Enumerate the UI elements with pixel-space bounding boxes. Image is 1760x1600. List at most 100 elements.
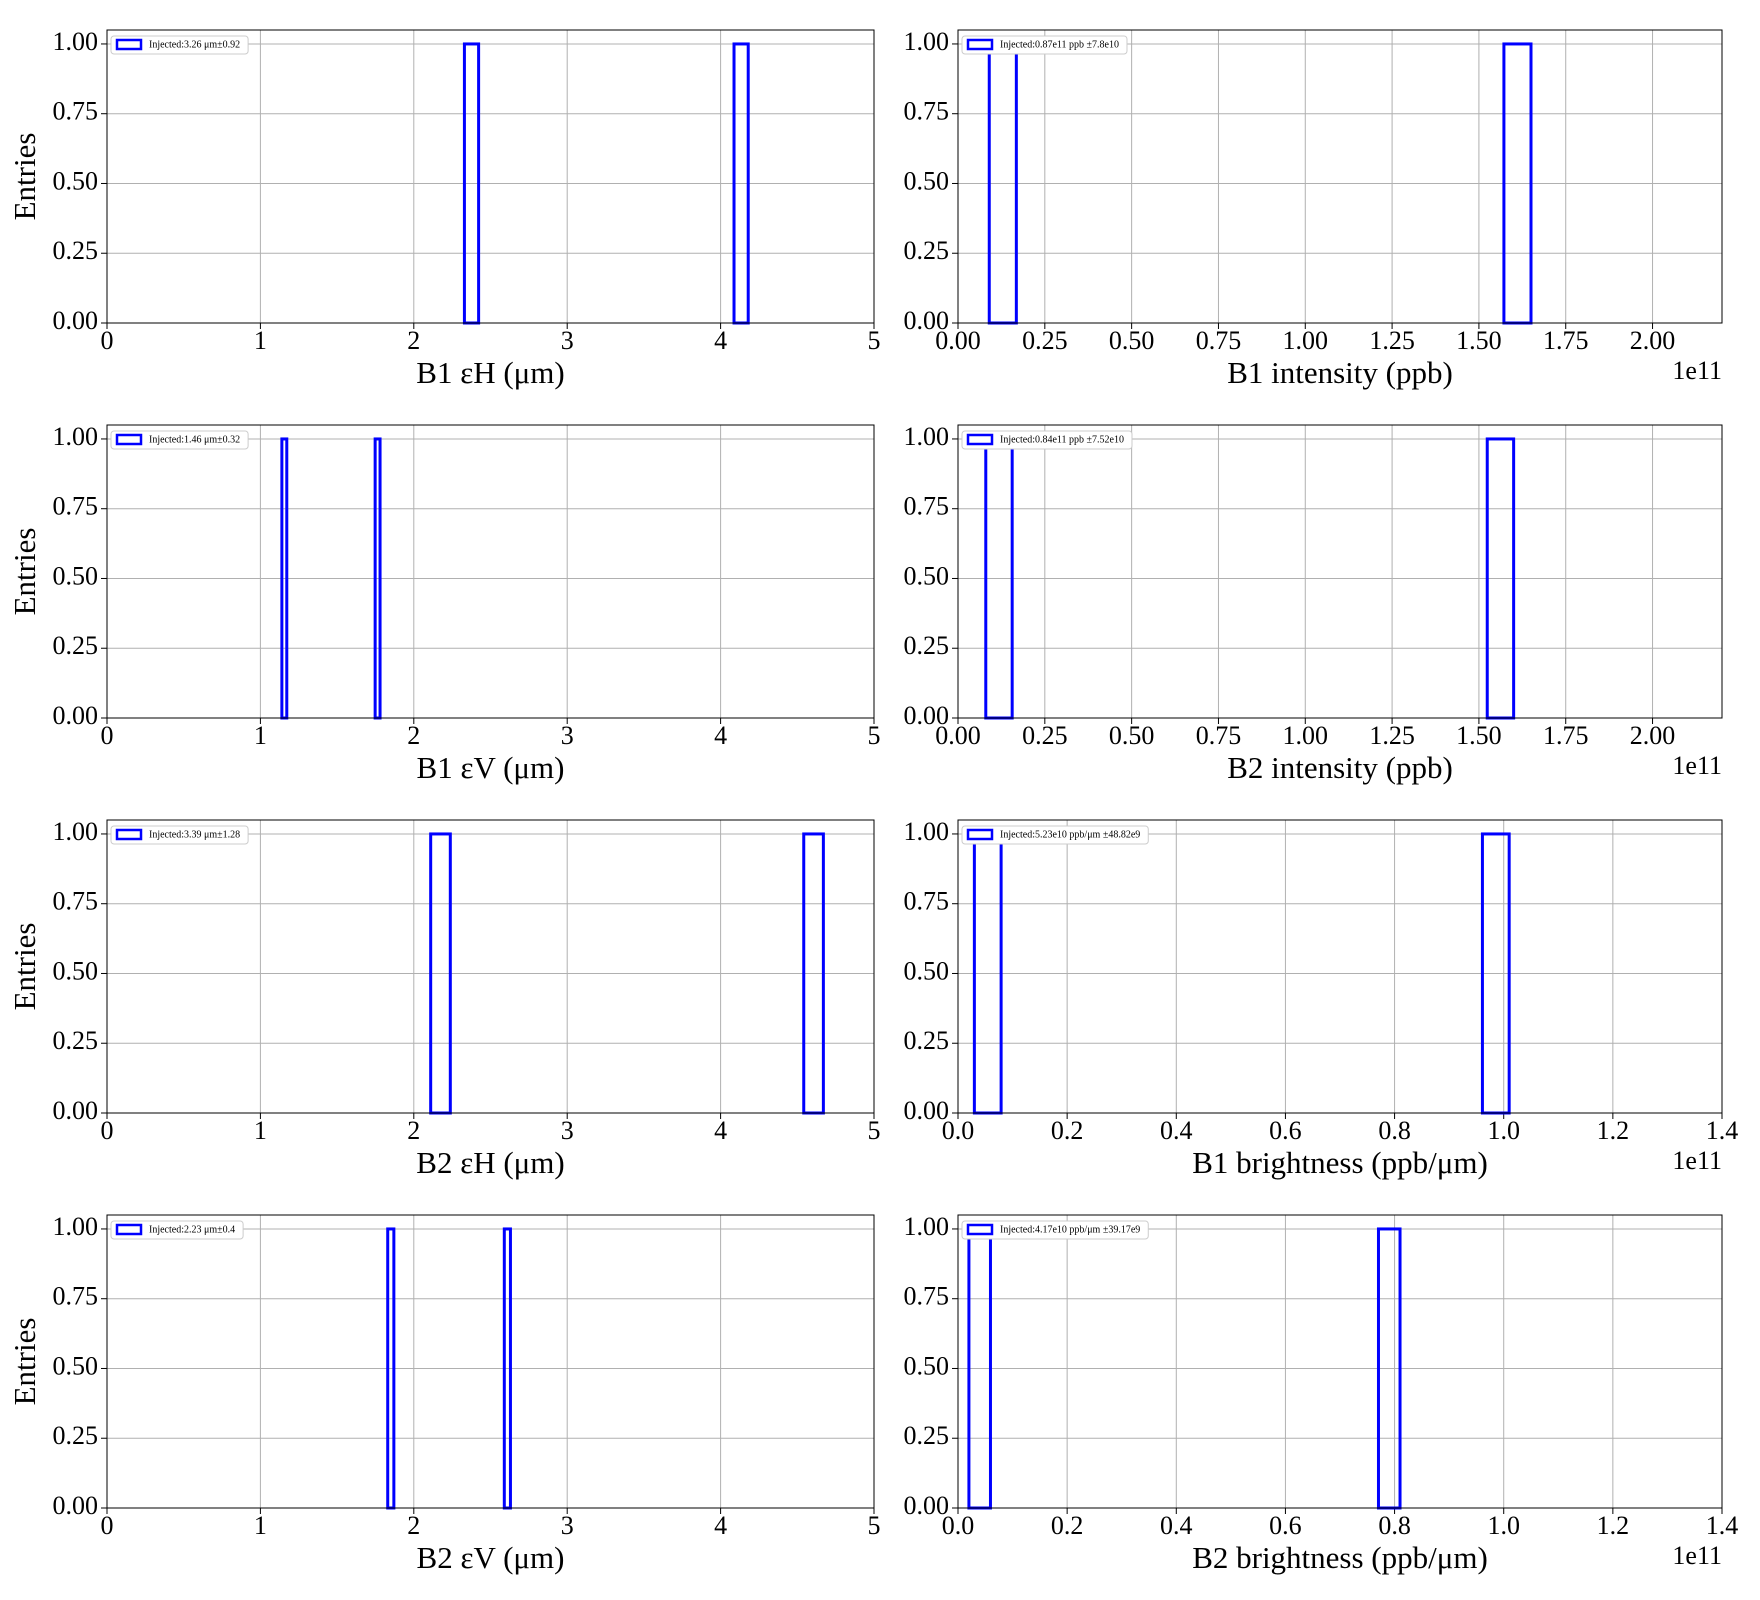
- legend-label: Injected:0.84e11 ppb ±7.52e10: [1000, 434, 1124, 445]
- x-tick-label: 1.0: [1487, 1116, 1520, 1145]
- plot-area: [107, 30, 874, 323]
- y-tick-label: 0.00: [904, 1096, 950, 1125]
- x-tick-label: 1.25: [1369, 326, 1415, 355]
- plot-area: [958, 425, 1722, 718]
- y-tick-label: 0.50: [53, 956, 99, 985]
- x-axis-label: B1 εH (μm): [416, 355, 564, 390]
- y-tick-label: 0.75: [53, 1282, 99, 1311]
- x-tick-label: 1: [254, 1116, 267, 1145]
- axis-offset: 1e11: [1672, 1541, 1722, 1570]
- x-axis-label: B1 εV (μm): [417, 750, 565, 785]
- axes-frame: [106, 424, 875, 719]
- x-tick-label: 0.25: [1022, 326, 1068, 355]
- x-tick-label: 0.2: [1051, 1511, 1084, 1540]
- y-tick-label: 0.25: [904, 631, 950, 660]
- axes-frame: [106, 819, 875, 1114]
- x-tick-label: 1.25: [1369, 721, 1415, 750]
- y-tick-label: 0.75: [904, 97, 950, 126]
- x-tick-label: 0.75: [1196, 721, 1242, 750]
- x-tick-label: 3: [561, 326, 574, 355]
- x-tick-label: 0.75: [1196, 326, 1242, 355]
- x-axis-label: B2 intensity (ppb): [1227, 750, 1453, 785]
- y-tick-label: 0.25: [904, 236, 950, 265]
- x-tick-label: 2: [407, 721, 420, 750]
- legend-swatch: [966, 433, 994, 446]
- x-tick-label: 0.6: [1269, 1511, 1302, 1540]
- x-tick-label: 5: [868, 1116, 881, 1145]
- axes-frame: [957, 819, 1723, 1114]
- y-tick-label: 0.50: [904, 956, 950, 985]
- y-tick-label: 1.00: [904, 422, 950, 451]
- x-tick-label: 0: [101, 721, 114, 750]
- y-tick-label: 0.75: [904, 492, 950, 521]
- legend-box: [110, 430, 249, 450]
- x-tick-label: 0.8: [1378, 1511, 1411, 1540]
- legend-swatch: [966, 38, 994, 51]
- x-tick-label: 0.6: [1269, 1116, 1302, 1145]
- axes-frame: [106, 29, 875, 324]
- legend-label: Injected:2.23 μm±0.4: [149, 1224, 235, 1235]
- x-tick-label: 0.0: [942, 1116, 975, 1145]
- x-tick-label: 0: [101, 1511, 114, 1540]
- y-tick-label: 0.50: [53, 561, 99, 590]
- y-tick-label: 0.75: [904, 887, 950, 916]
- x-axis-label: B1 intensity (ppb): [1227, 355, 1453, 390]
- legend-swatch: [966, 1223, 994, 1236]
- axis-offset: 1e11: [1672, 356, 1722, 385]
- legend-box: [961, 825, 1149, 845]
- x-tick-label: 0.50: [1109, 721, 1155, 750]
- x-tick-label: 4: [714, 721, 727, 750]
- y-tick-label: 0.25: [904, 1026, 950, 1055]
- legend-swatch: [115, 433, 143, 446]
- x-tick-label: 0.0: [942, 1511, 975, 1540]
- x-axis-label: B2 brightness (ppb/μm): [1192, 1540, 1488, 1575]
- x-tick-label: 4: [714, 326, 727, 355]
- x-tick-label: 4: [714, 1116, 727, 1145]
- x-tick-label: 2: [407, 1511, 420, 1540]
- axes-frame: [957, 29, 1723, 324]
- legend-box: [110, 35, 249, 55]
- y-tick-label: 1.00: [53, 1212, 99, 1241]
- x-tick-label: 0.50: [1109, 326, 1155, 355]
- legend-label: Injected:0.87e11 ppb ±7.8e10: [1000, 39, 1119, 50]
- x-tick-label: 1.50: [1456, 721, 1502, 750]
- y-tick-label: 1.00: [904, 27, 950, 56]
- y-tick-label: 1.00: [53, 27, 99, 56]
- plot-area: [107, 425, 874, 718]
- plot-area: [958, 820, 1722, 1113]
- y-tick-label: 0.75: [904, 1282, 950, 1311]
- x-tick-label: 0.25: [1022, 721, 1068, 750]
- axes-frame: [957, 1214, 1723, 1509]
- x-tick-label: 0.4: [1160, 1116, 1193, 1145]
- x-tick-label: 5: [868, 326, 881, 355]
- axes-frame: [106, 1214, 875, 1509]
- x-tick-label: 1.4: [1706, 1511, 1739, 1540]
- x-tick-label: 0.8: [1378, 1116, 1411, 1145]
- y-tick-label: 1.00: [904, 817, 950, 846]
- x-axis-label: B2 εH (μm): [416, 1145, 564, 1180]
- y-tick-label: 0.50: [904, 1351, 950, 1380]
- legend-label: Injected:3.26 μm±0.92: [149, 39, 240, 50]
- y-tick-label: 0.25: [53, 631, 99, 660]
- x-tick-label: 5: [868, 1511, 881, 1540]
- y-tick-label: 0.00: [904, 1491, 950, 1520]
- legend-swatch: [966, 828, 994, 841]
- legend-box: [961, 35, 1128, 55]
- legend-box: [110, 1220, 244, 1240]
- x-tick-label: 1.4: [1706, 1116, 1739, 1145]
- y-tick-label: 1.00: [53, 422, 99, 451]
- x-tick-label: 1.00: [1283, 326, 1329, 355]
- y-tick-label: 0.50: [904, 166, 950, 195]
- legend-label: Injected:5.23e10 ppb/μm ±48.82e9: [1000, 829, 1140, 840]
- plot-area: [107, 1215, 874, 1508]
- axis-offset: 1e11: [1672, 751, 1722, 780]
- x-tick-label: 1.75: [1543, 326, 1589, 355]
- legend-swatch: [115, 1223, 143, 1236]
- legend-label: Injected:4.17e10 ppb/μm ±39.17e9: [1000, 1224, 1140, 1235]
- x-tick-label: 0.2: [1051, 1116, 1084, 1145]
- x-tick-label: 1.2: [1597, 1511, 1630, 1540]
- plot-area: [107, 820, 874, 1113]
- x-tick-label: 4: [714, 1511, 727, 1540]
- x-tick-label: 2: [407, 326, 420, 355]
